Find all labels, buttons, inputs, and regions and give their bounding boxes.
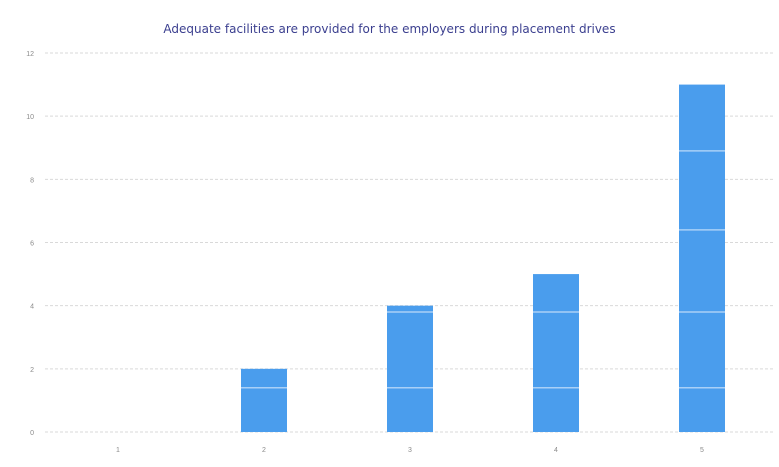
x-tick-label: 1 — [116, 447, 120, 454]
y-tick-label: 2 — [30, 367, 34, 374]
y-tick-label: 6 — [30, 241, 34, 248]
y-tick-label: 4 — [30, 304, 34, 311]
y-tick-label: 12 — [26, 51, 34, 58]
bar-5 — [679, 84, 725, 432]
x-tick-label: 3 — [408, 447, 412, 454]
x-tick-label: 4 — [554, 447, 558, 454]
bar-3 — [387, 305, 433, 432]
bar-2 — [241, 368, 287, 432]
x-tick-label: 2 — [262, 447, 266, 454]
x-tick-label: 5 — [700, 447, 704, 454]
y-tick-label: 0 — [30, 430, 34, 437]
y-tick-label: 10 — [26, 114, 34, 121]
bar-4 — [533, 274, 579, 432]
y-tick-label: 8 — [30, 177, 34, 184]
chart-title: Adequate facilities are provided for the… — [163, 22, 616, 36]
